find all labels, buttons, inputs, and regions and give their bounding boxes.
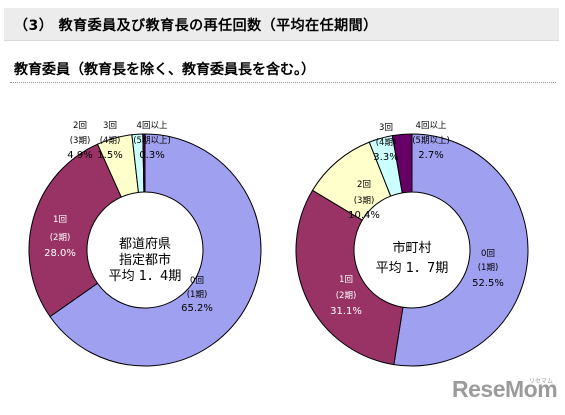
slice-2 — [28, 143, 122, 318]
slice-label: (4期) — [376, 138, 397, 148]
slice-label: 4回以上 — [137, 121, 168, 131]
center-label-line: 平均 1．7期 — [376, 261, 449, 276]
slice-5 — [391, 133, 413, 194]
center-label-line: 市町村 — [392, 240, 431, 256]
slice-label: 3回 — [103, 121, 117, 131]
slice-label: 1.5% — [97, 150, 122, 161]
slice-label: (2期) — [336, 291, 357, 301]
slice-label: 3.3% — [373, 152, 398, 163]
slice-label: 2.7% — [418, 150, 443, 161]
center-label-line: 平均 1．4期 — [109, 269, 182, 284]
slice-label: (1期) — [187, 290, 208, 300]
divider — [10, 82, 556, 83]
slice-label: (2期) — [50, 233, 71, 243]
slice-label: (5期以上) — [133, 136, 171, 146]
slice-label: 0.3% — [139, 150, 164, 161]
slice-label: 10.4% — [348, 210, 380, 221]
slice-label: 65.2% — [181, 303, 213, 314]
slice-label: 52.5% — [472, 278, 504, 289]
slice-label: 2回 — [357, 180, 371, 190]
slice-label: 0回 — [481, 249, 495, 259]
slice-label: 4回以上 — [416, 121, 447, 131]
slice-label: (3期) — [70, 136, 91, 146]
slice-label: 1回 — [53, 215, 67, 225]
slice-label: 0回 — [190, 276, 204, 286]
slice-label: 3回 — [379, 123, 393, 133]
section-title: （3） 教育委員及び教育長の再任回数（平均在任期間） — [14, 18, 378, 34]
resemom-logo-kana: リセマム — [529, 379, 554, 385]
center-label-line: 指定都市 — [119, 252, 171, 268]
slice-label: (5期以上) — [412, 136, 450, 146]
slice-label: 1回 — [339, 275, 353, 285]
slice-5 — [142, 133, 146, 193]
slice-2 — [295, 189, 404, 366]
slice-label: (1期) — [478, 263, 499, 273]
slice-1 — [49, 133, 262, 367]
slice-label: 31.1% — [330, 306, 362, 317]
chart-group-title: 教育委員（教育長を除く、教育委員長を含む。） — [14, 62, 315, 78]
slice-label: 28.0% — [44, 248, 76, 259]
resemom-logo: ReseMom — [452, 376, 558, 402]
center-label-line: 都道府県 — [119, 237, 171, 252]
slice-1 — [393, 133, 529, 367]
slice-label: 4.9% — [67, 150, 92, 161]
slice-label: (3期) — [354, 196, 375, 206]
slice-label: 2回 — [73, 121, 87, 131]
slice-label: (4期) — [100, 136, 121, 146]
section-header: （3） 教育委員及び教育長の再任回数（平均在任期間） — [4, 8, 559, 41]
